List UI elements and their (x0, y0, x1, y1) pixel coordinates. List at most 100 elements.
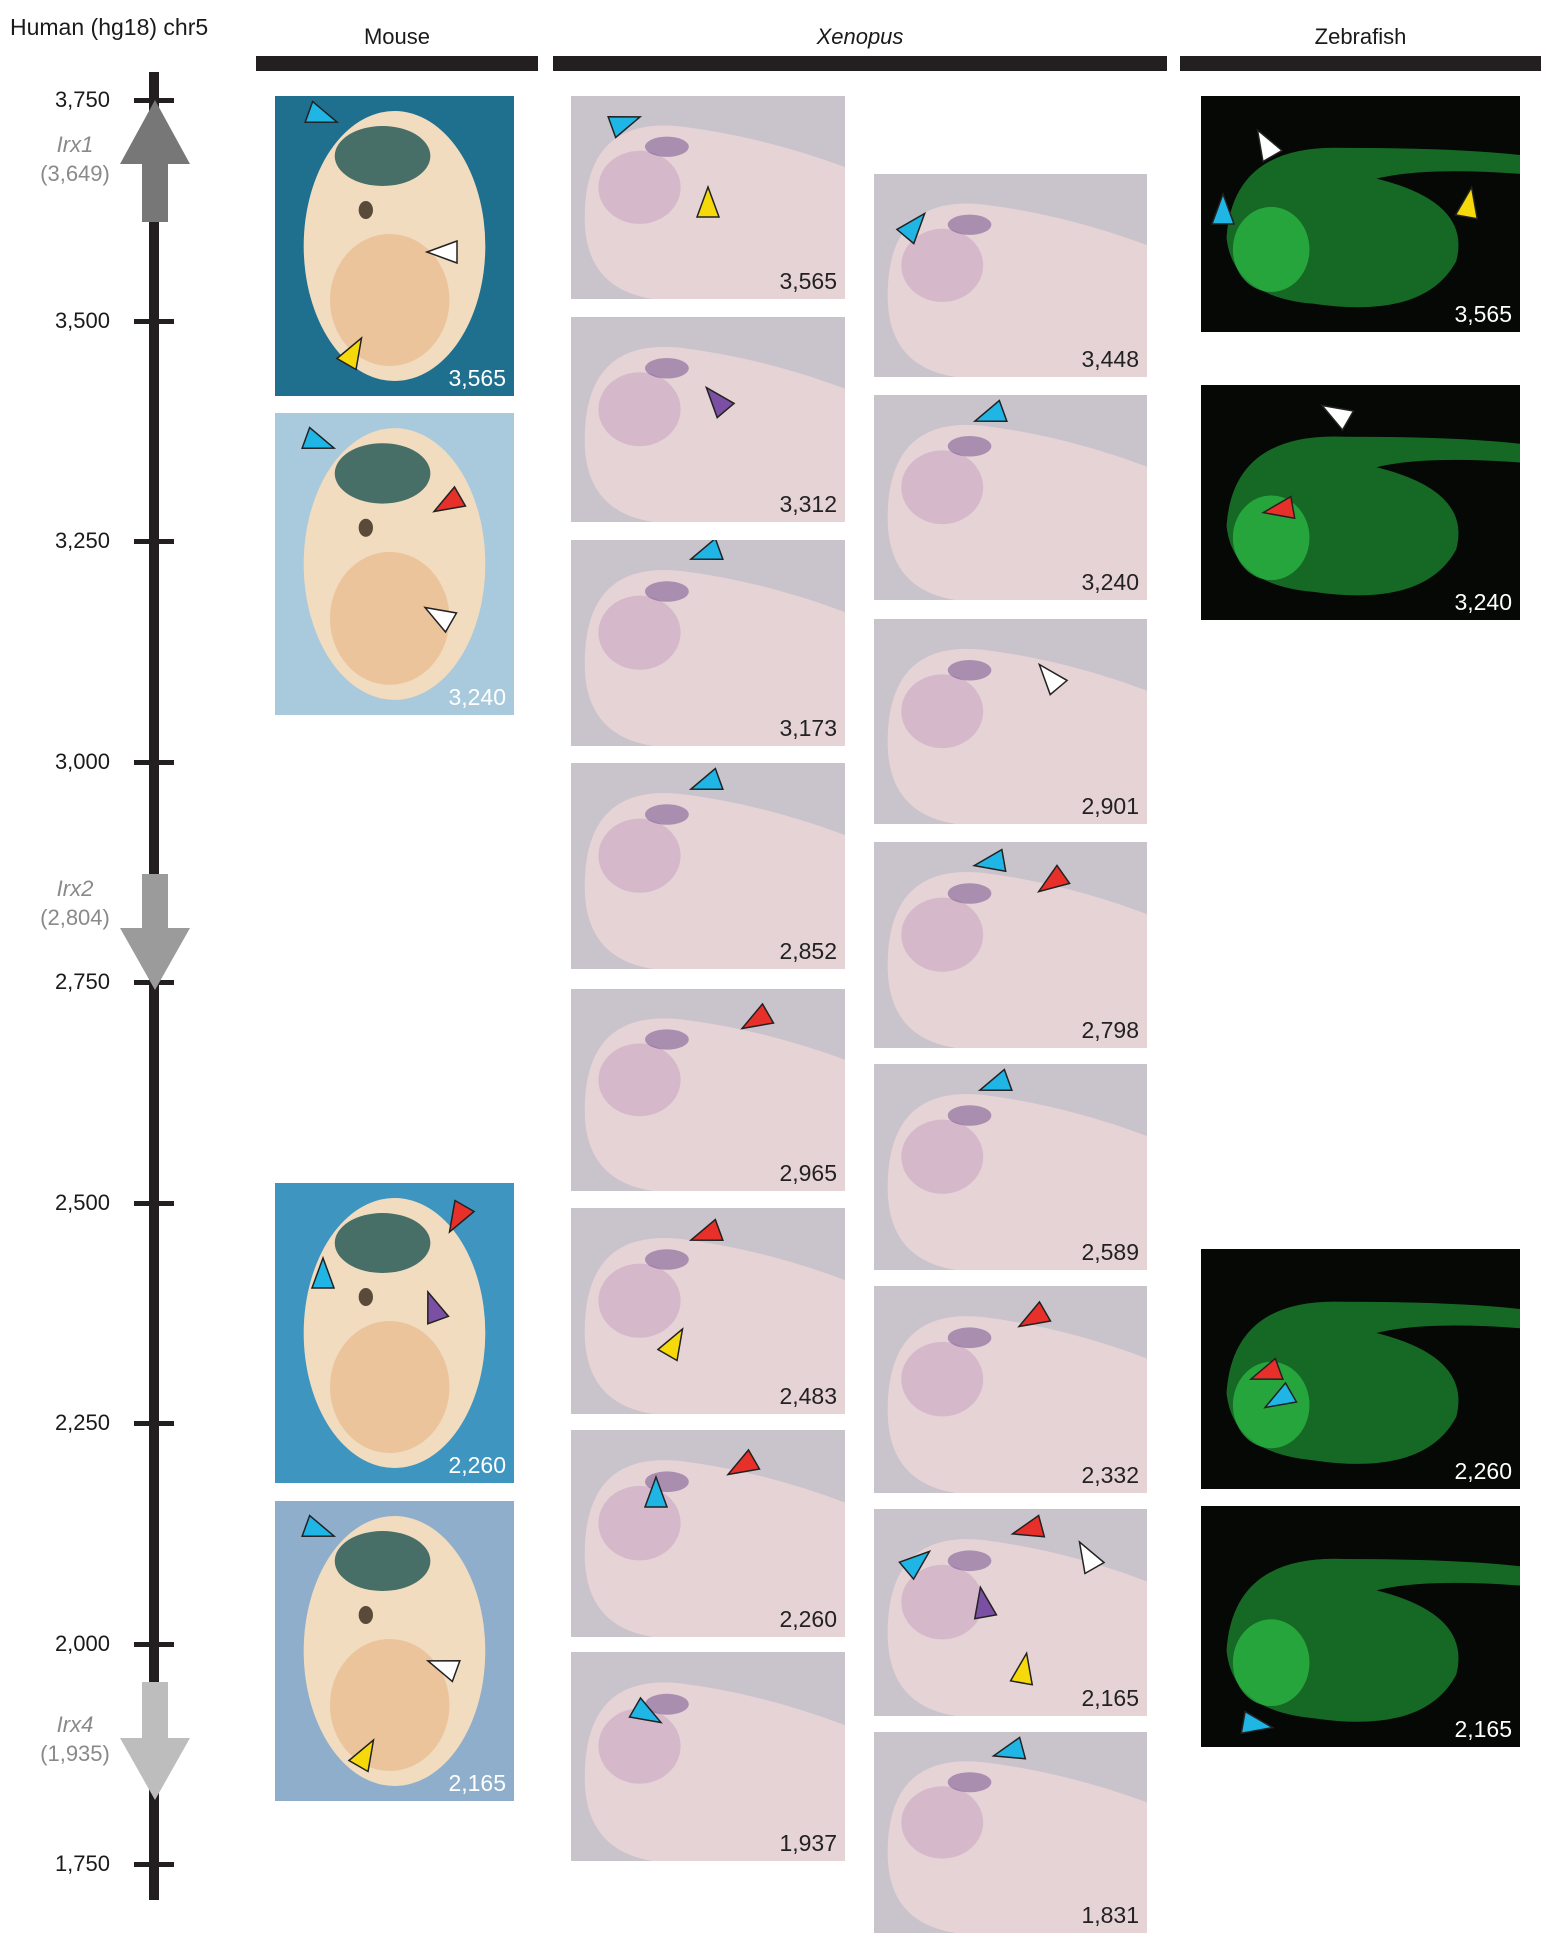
cyan-arrowhead-icon (303, 100, 339, 123)
zebrafish-embryo-panel: 3,240 (1201, 385, 1520, 620)
enhancer-position-label: 3,312 (779, 491, 837, 517)
axis-title: Human (hg18) chr5 (10, 14, 209, 40)
enhancer-position-label: 2,260 (779, 1606, 837, 1632)
axis-tick-label: 2,000 (54, 1630, 110, 1656)
xenopus-embryo-panel: 2,483 (571, 1208, 845, 1414)
axis-tick-label: 3,000 (54, 748, 110, 774)
gene-position: (1,935) (40, 1741, 110, 1766)
gene-label-irx4: Irx4 (1,935) (10, 1710, 140, 1768)
xenopus-embryo-panel: 2,589 (874, 1064, 1147, 1270)
red-arrowhead-icon (689, 1218, 725, 1241)
axis-tick-label: 3,500 (54, 307, 110, 333)
cyan-arrowhead-icon (991, 1736, 1027, 1760)
enhancer-position-label: 1,831 (1081, 1902, 1139, 1928)
red-arrowhead-icon (739, 1002, 775, 1030)
xenopus-embryo-panel: 2,965 (571, 989, 845, 1191)
red-arrowhead-icon (1017, 1300, 1053, 1328)
red-arrowhead-icon (448, 1199, 475, 1234)
gene-arrow-irx4 (120, 1682, 190, 1800)
xenopus-embryo-panel: 2,901 (874, 619, 1147, 824)
xenopus-embryo-panel: 2,260 (571, 1430, 845, 1637)
cyan-arrowhead-icon (689, 766, 725, 790)
yellow-arrowhead-icon (335, 336, 363, 371)
enhancer-position-label: 2,798 (1081, 1017, 1139, 1043)
yellow-arrowhead-icon (695, 184, 721, 218)
enhancer-position-label: 3,565 (448, 365, 506, 391)
gene-name: Irx1 (56, 132, 94, 157)
enhancer-position-label: 2,165 (448, 1770, 506, 1796)
axis-tick-label: 1,750 (54, 1851, 110, 1876)
xenopus-embryo-panel: 1,831 (874, 1732, 1147, 1933)
cyan-arrowhead-icon (1262, 1381, 1298, 1409)
zebrafish-embryo-panel: 3,565 (1201, 96, 1520, 332)
gene-label-irx1: Irx1 (3,649) (10, 130, 140, 188)
enhancer-position-label: 2,901 (1081, 793, 1139, 819)
enhancer-position-label: 2,260 (448, 1452, 506, 1478)
cyan-arrowhead-icon (1240, 1710, 1276, 1735)
cyan-arrowhead-icon (977, 1067, 1014, 1091)
xenopus-embryo-panel: 2,798 (874, 842, 1147, 1048)
axis-tick-label: 2,500 (54, 1189, 110, 1215)
axis-tick (134, 1421, 174, 1426)
axis-tick (134, 759, 174, 765)
cyan-arrowhead-icon (606, 116, 642, 140)
cyan-arrowhead-icon (301, 426, 337, 450)
enhancer-position-label: 2,589 (1081, 1239, 1139, 1265)
cyan-arrowhead-icon (897, 1549, 931, 1581)
xenopus-embryo-panel: 2,332 (874, 1286, 1147, 1493)
xenopus-embryo-panel: 3,448 (874, 174, 1147, 377)
column-bar-mouse (256, 56, 538, 71)
gene-label-irx2: Irx2 (2,804) (10, 874, 140, 932)
white-arrowhead-icon (1320, 404, 1355, 432)
enhancer-position-label: 3,565 (1454, 301, 1512, 327)
xenopus-embryo-panel: 2,852 (571, 763, 845, 969)
axis-tick (134, 98, 174, 103)
red-arrowhead-icon (725, 1448, 761, 1476)
purple-arrowhead-icon (705, 385, 736, 419)
column-bar-xenopus (553, 56, 1167, 71)
enhancer-position-label: 3,448 (1081, 346, 1139, 372)
cyan-arrowhead-icon (689, 540, 725, 561)
cyan-arrowhead-icon (895, 211, 926, 245)
cyan-arrowhead-icon (972, 398, 1008, 422)
gene-position: (2,804) (40, 905, 110, 930)
cyan-arrowhead-icon (643, 1475, 669, 1508)
enhancer-position-label: 3,565 (779, 268, 837, 294)
mouse-embryo-panel: 2,260 (275, 1183, 514, 1483)
column-header-zebrafish: Zebrafish (1314, 24, 1407, 49)
purple-arrowhead-icon (974, 1585, 998, 1620)
enhancer-position-label: 2,165 (1454, 1716, 1512, 1742)
gene-name: Irx2 (56, 876, 94, 901)
white-arrowhead-icon (1037, 663, 1069, 697)
column-header-xenopus: Xenopus (816, 24, 904, 49)
axis-tick (134, 318, 174, 324)
enhancer-position-label: 1,937 (779, 1830, 837, 1856)
axis-tick (134, 1200, 174, 1206)
yellow-arrowhead-icon (1009, 1651, 1034, 1686)
white-arrowhead-icon (426, 1660, 462, 1683)
axis-tick-label: 2,750 (54, 969, 110, 994)
gene-arrow-irx1 (120, 100, 190, 222)
gene-arrow-irx2 (120, 874, 190, 990)
enhancer-position-label: 3,240 (1454, 589, 1512, 615)
mouse-embryo-panel: 3,240 (275, 413, 514, 715)
red-arrowhead-icon (432, 485, 467, 513)
xenopus-embryo-panel: 2,165 (874, 1509, 1147, 1716)
enhancer-position-label: 2,260 (1454, 1458, 1512, 1484)
axis-tick (134, 1641, 174, 1647)
cyan-arrowhead-icon (628, 1696, 663, 1724)
purple-arrowhead-icon (426, 1289, 450, 1325)
yellow-arrowhead-icon (656, 1327, 684, 1362)
enhancer-position-label: 3,173 (779, 715, 837, 741)
red-arrowhead-icon (1260, 494, 1296, 519)
enhancer-position-label: 2,483 (779, 1383, 837, 1409)
enhancer-position-label: 2,965 (779, 1160, 837, 1186)
xenopus-embryo-panel: 3,565 (571, 96, 845, 299)
white-arrowhead-icon (1078, 1539, 1106, 1575)
column-header-mouse: Mouse (363, 24, 431, 49)
zebrafish-embryo-panel: 2,260 (1201, 1249, 1520, 1489)
xenopus-embryo-panel: 3,312 (571, 317, 845, 522)
yellow-arrowhead-icon (347, 1738, 375, 1773)
xenopus-embryo-panel: 3,173 (571, 540, 845, 746)
red-arrowhead-icon (1037, 864, 1072, 894)
